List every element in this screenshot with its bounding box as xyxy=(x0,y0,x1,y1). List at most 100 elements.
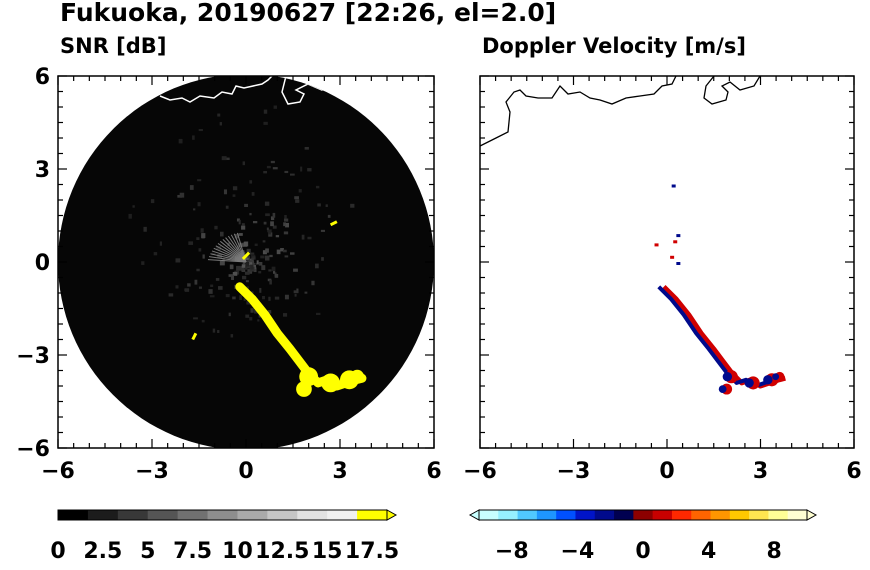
clutter-speckle xyxy=(275,235,280,238)
clutter-speckle xyxy=(284,214,287,219)
clutter-speckle xyxy=(269,254,273,258)
doppler-xtick-label: 0 xyxy=(659,459,674,484)
clutter-speckle xyxy=(268,296,271,301)
doppler-colorbar-cell xyxy=(691,510,712,520)
clutter-speckle xyxy=(184,288,190,292)
clutter-speckle xyxy=(177,194,183,198)
clutter-speckle xyxy=(272,225,277,229)
doppler-axis-labels: −6 −3 0 3 6 xyxy=(463,459,862,484)
clutter-speckle xyxy=(245,262,249,267)
doppler-colorbar-label: 8 xyxy=(767,539,782,564)
clutter-speckle xyxy=(244,271,250,275)
clutter-speckle xyxy=(223,189,228,195)
clutter-speckle xyxy=(259,287,262,293)
doppler-xtick-label: 6 xyxy=(846,459,861,484)
clutter-speckle xyxy=(311,280,315,286)
clutter-speckle xyxy=(222,258,225,261)
clutter-speckle xyxy=(150,199,155,204)
clutter-speckle xyxy=(249,258,254,261)
clutter-speckle xyxy=(274,296,280,300)
snr-ytick-label: −6 xyxy=(16,437,50,462)
doppler-xtick-label: 3 xyxy=(753,459,768,484)
clutter-speckle xyxy=(307,168,312,172)
clutter-speckle xyxy=(188,241,194,245)
snr-colorbar-cell xyxy=(327,510,358,520)
doppler-speckle xyxy=(676,234,681,238)
clutter-speckle xyxy=(269,279,272,285)
doppler-approaching-blob xyxy=(772,373,780,381)
clutter-speckle xyxy=(236,265,241,271)
doppler-colorbar-label: −4 xyxy=(561,539,595,564)
clutter-speckle xyxy=(258,261,263,266)
clutter-speckle xyxy=(294,196,299,200)
snr-axis-ticks xyxy=(57,75,435,449)
doppler-colorbar-cell xyxy=(536,510,557,520)
snr-colorbar-label: 17.5 xyxy=(345,539,399,564)
clutter-speckle xyxy=(295,199,300,203)
snr-colorbar-label: 12.5 xyxy=(255,539,309,564)
doppler-speckle xyxy=(670,255,675,259)
clutter-speckle xyxy=(284,255,289,258)
doppler-colorbar-label: 0 xyxy=(635,539,650,564)
clutter-speckle xyxy=(159,241,163,246)
clutter-speckle xyxy=(280,248,284,252)
clutter-speckle xyxy=(263,171,267,174)
clutter-speckle xyxy=(270,216,275,221)
clutter-speckle xyxy=(270,160,275,164)
clutter-speckle xyxy=(128,213,132,219)
clutter-speckle xyxy=(198,286,202,289)
clutter-speckle xyxy=(276,249,281,255)
clutter-speckle xyxy=(232,194,236,197)
clutter-speckle xyxy=(283,218,289,222)
clutter-speckle xyxy=(272,212,276,218)
clutter-speckle xyxy=(249,269,253,274)
clutter-speckle xyxy=(250,264,254,270)
snr-echo-blob xyxy=(321,373,340,393)
snr-colorbar-max-arrow xyxy=(386,509,398,521)
clutter-speckle xyxy=(298,189,302,193)
doppler-colorbar-cell xyxy=(594,510,615,520)
clutter-speckle xyxy=(219,231,224,237)
clutter-speckle xyxy=(293,268,298,272)
clutter-speckle xyxy=(232,271,238,276)
clutter-speckle xyxy=(284,294,289,300)
clutter-speckle xyxy=(283,249,287,253)
clutter-speckle xyxy=(262,295,265,300)
snr-echo-fragment xyxy=(241,251,251,260)
clutter-speckle xyxy=(198,248,202,252)
doppler-colorbar-cell xyxy=(749,510,769,520)
clutter-speckle xyxy=(317,203,321,207)
doppler-colorbar-cell xyxy=(633,510,654,520)
snr-colorbar-cell xyxy=(58,510,89,520)
snr-colorbar-cell xyxy=(147,510,179,520)
clutter-speckle xyxy=(304,146,309,150)
doppler-colorbar-max-arrow xyxy=(806,509,818,521)
figure-title: Fukuoka, 20190627 [22:26, el=2.0] xyxy=(60,0,557,27)
clutter-speckle xyxy=(143,226,147,232)
snr-xtick-label: 6 xyxy=(426,459,441,484)
clutter-speckle xyxy=(262,250,267,255)
clutter-speckle xyxy=(320,229,325,232)
clutter-ray xyxy=(215,245,247,263)
clutter-speckle xyxy=(246,301,252,305)
clutter-speckle xyxy=(221,156,227,161)
clutter-speckle xyxy=(214,225,218,230)
clutter-speckle xyxy=(253,267,257,273)
clutter-speckle xyxy=(257,319,260,322)
clutter-speckle xyxy=(283,222,286,227)
snr-panel: −6 −3 0 3 6 6 3 0 −3 −6 0 2.5 5 7.5 10 12.5 15 17.5 xyxy=(16,65,441,564)
snr-ytick-label: 3 xyxy=(35,158,50,183)
clutter-speckle xyxy=(246,286,249,291)
clutter-speckle xyxy=(232,186,238,191)
clutter-speckle xyxy=(273,105,277,109)
doppler-colorbar-cell xyxy=(652,510,673,520)
snr-xtick-label: 3 xyxy=(332,459,347,484)
clutter-speckle xyxy=(234,233,239,239)
clutter-speckle xyxy=(243,298,246,301)
doppler-colorbar-cell xyxy=(614,510,634,520)
clutter-speckle xyxy=(217,330,220,333)
clutter-ray xyxy=(208,256,247,263)
clutter-speckle xyxy=(325,204,328,207)
doppler-axis-ticks xyxy=(479,75,855,449)
clutter-speckle xyxy=(307,236,312,240)
